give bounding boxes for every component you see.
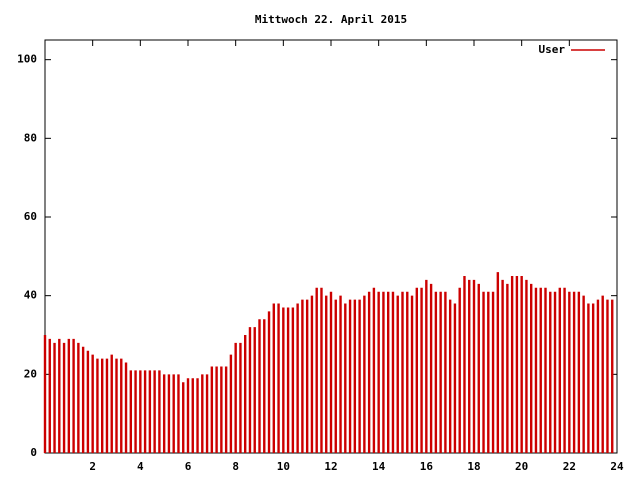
x-tick-label: 8 [232, 460, 239, 473]
x-tick-label: 24 [610, 460, 624, 473]
y-tick-label: 0 [30, 446, 37, 459]
x-tick-label: 2 [89, 460, 96, 473]
chart-title: Mittwoch 22. April 2015 [255, 13, 407, 26]
legend-label: User [539, 43, 566, 56]
x-tick-label: 10 [277, 460, 290, 473]
x-tick-label: 14 [372, 460, 386, 473]
x-tick-label: 4 [137, 460, 144, 473]
y-tick-label: 60 [24, 210, 37, 223]
y-tick-label: 80 [24, 131, 37, 144]
x-tick-label: 22 [563, 460, 576, 473]
x-tick-label: 6 [185, 460, 192, 473]
y-tick-label: 20 [24, 367, 37, 380]
x-tick-label: 18 [467, 460, 480, 473]
y-tick-label: 40 [24, 289, 37, 302]
x-tick-label: 12 [324, 460, 337, 473]
x-tick-label: 16 [420, 460, 434, 473]
x-tick-label: 20 [515, 460, 528, 473]
y-tick-label: 100 [17, 53, 37, 66]
